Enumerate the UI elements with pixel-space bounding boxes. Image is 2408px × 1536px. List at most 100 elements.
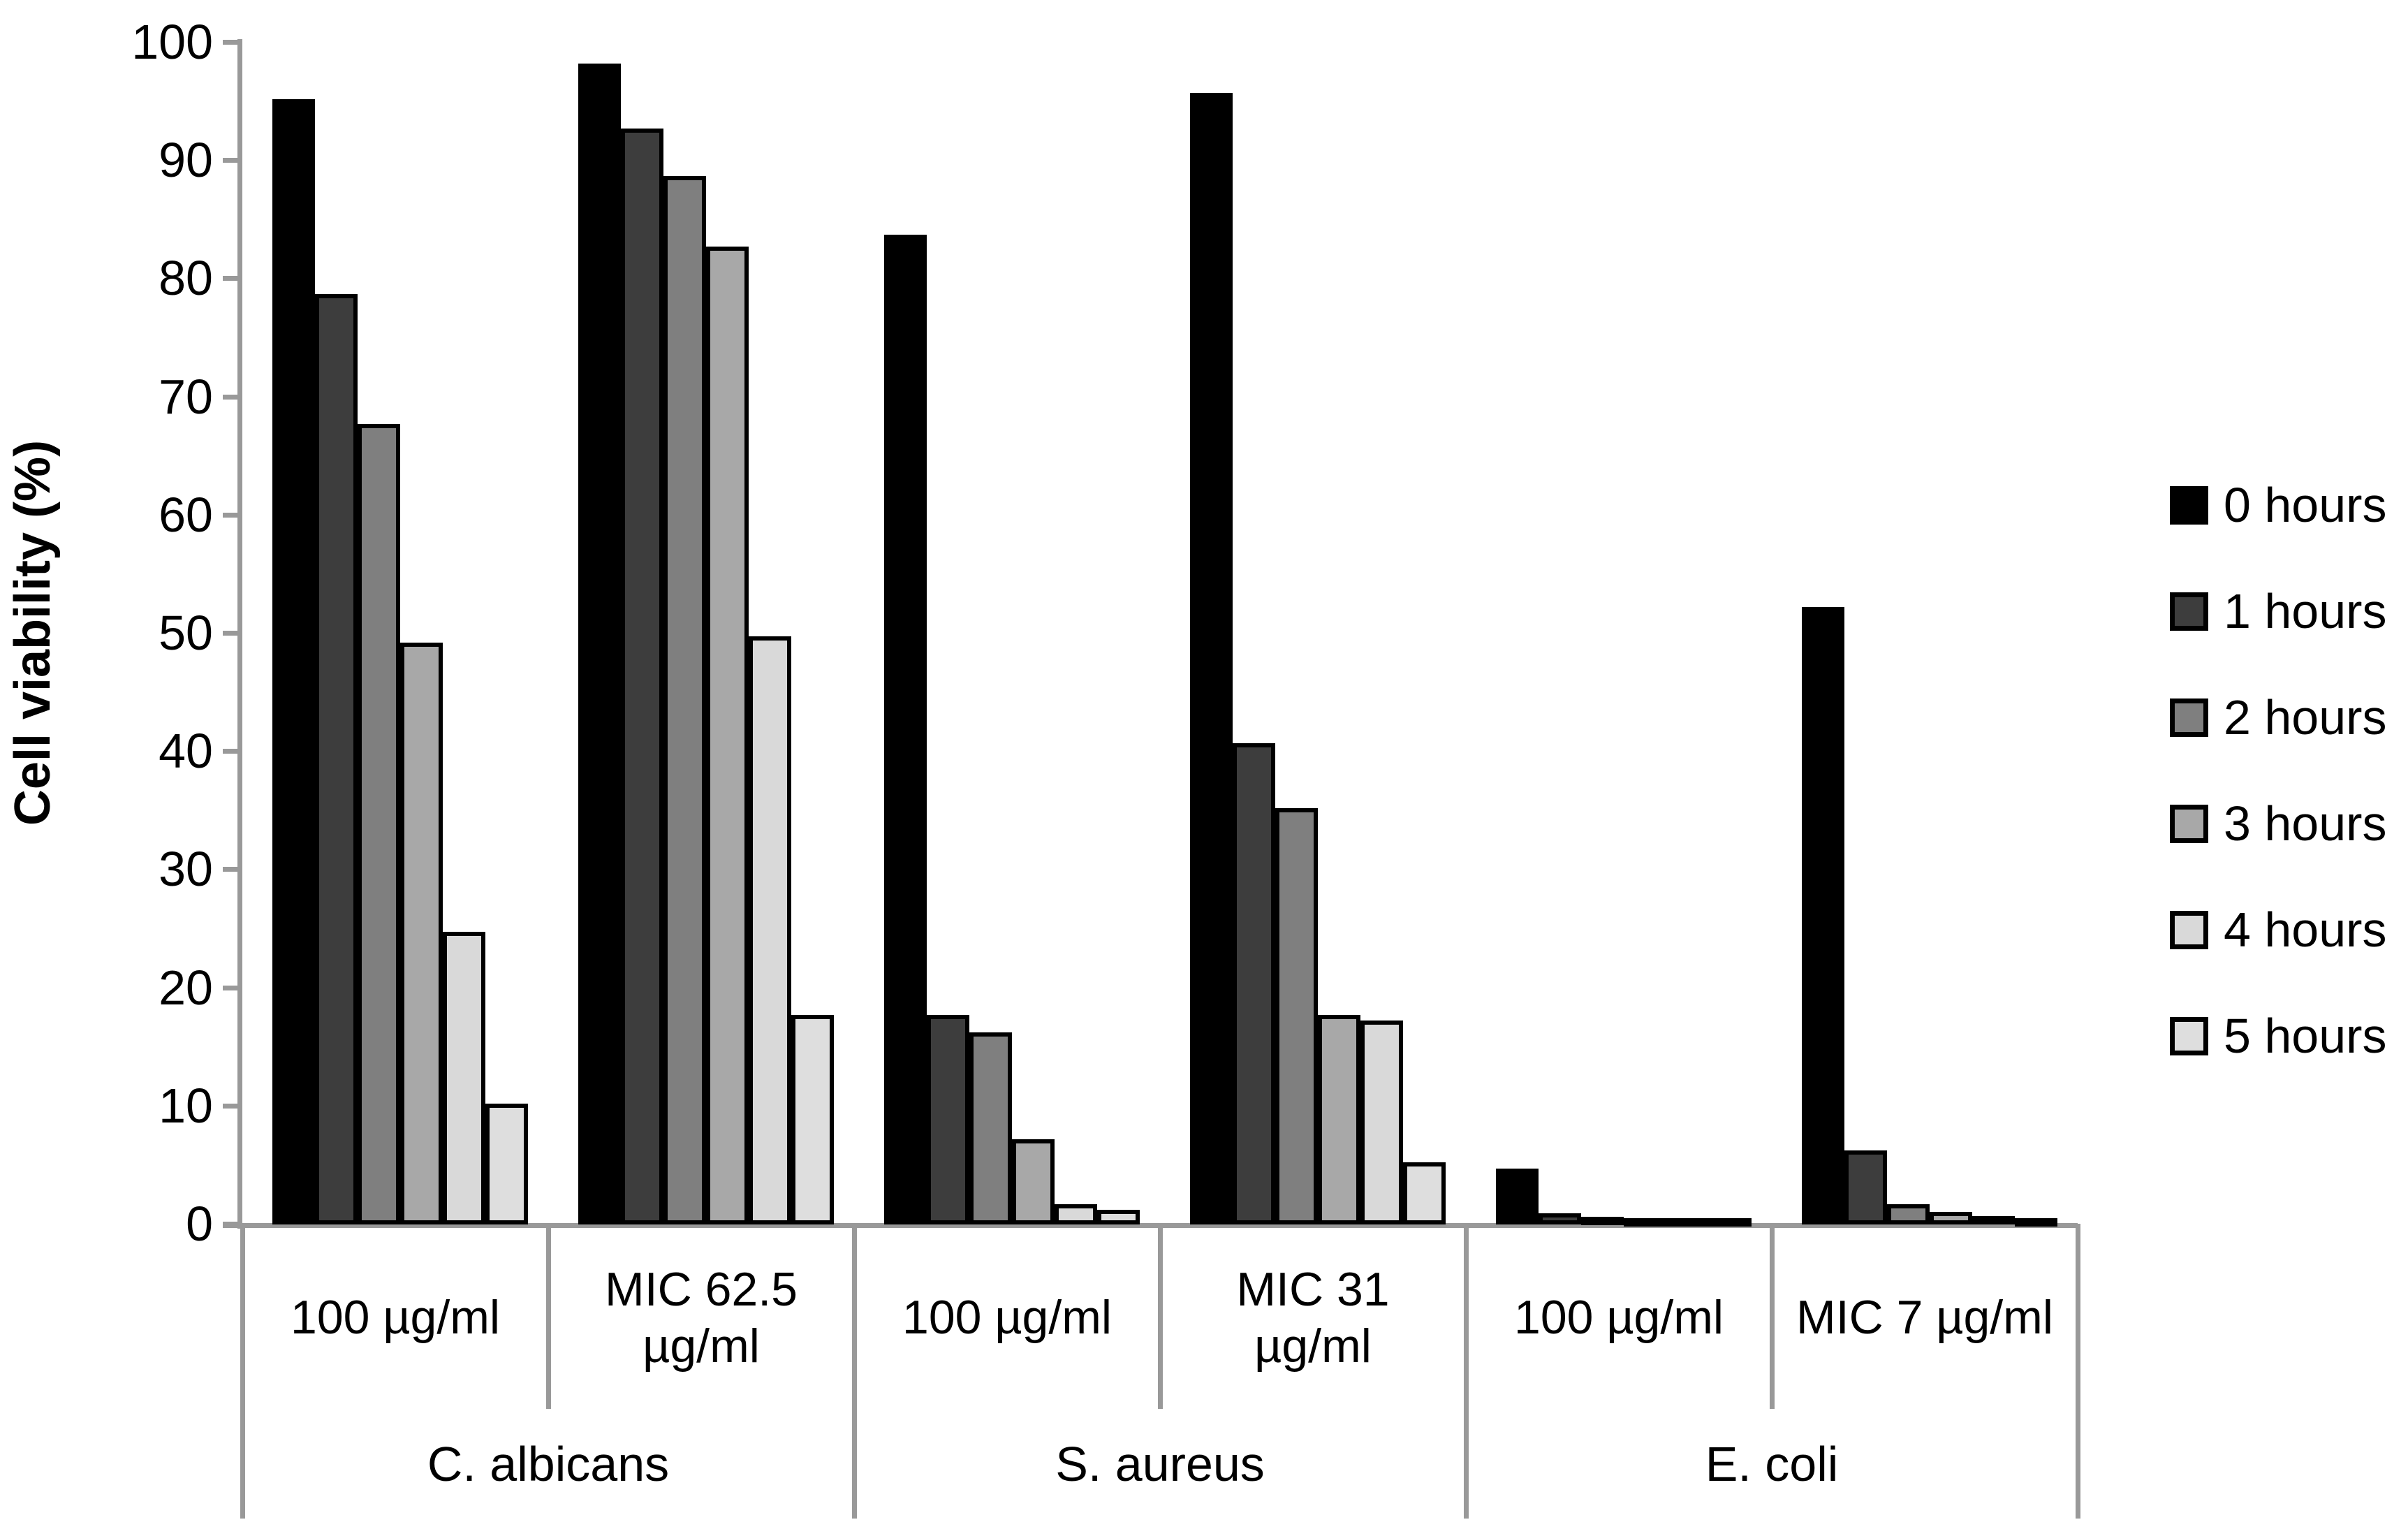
concentration-separator xyxy=(1158,1224,1163,1409)
y-tick-label: 70 xyxy=(159,369,213,424)
y-tick-label: 40 xyxy=(159,724,213,779)
legend-label: 4 hours xyxy=(2224,902,2387,957)
legend-item: 4 hours xyxy=(2170,905,2386,954)
concentration-label: 100 µg/ml xyxy=(902,1291,1112,1345)
bar xyxy=(1496,1169,1539,1224)
organism-separator xyxy=(240,1224,245,1519)
bar xyxy=(400,643,443,1224)
concentration-label-cell: MIC 31 µg/ml xyxy=(1160,1229,1466,1406)
bar xyxy=(1097,1210,1140,1224)
legend-label: 3 hours xyxy=(2224,796,2387,851)
legend-item: 3 hours xyxy=(2170,799,2386,848)
bar xyxy=(749,636,791,1224)
bar xyxy=(1190,93,1233,1224)
y-tick-mark xyxy=(223,867,242,872)
bar xyxy=(272,99,315,1224)
y-tick-mark xyxy=(223,276,242,281)
y-tick-label: 100 xyxy=(131,15,213,69)
x-axis-line xyxy=(223,1223,2078,1228)
concentration-label: MIC 7 µg/ml xyxy=(1796,1291,2053,1345)
legend-item: 2 hours xyxy=(2170,693,2386,742)
bar xyxy=(1275,808,1318,1224)
bar xyxy=(1709,1218,1752,1227)
legend-swatch xyxy=(2170,804,2208,843)
legend-swatch xyxy=(2170,698,2208,737)
organism-label: S. aureus xyxy=(1055,1436,1265,1491)
concentration-label: MIC 31 µg/ml xyxy=(1236,1263,1390,1373)
bar xyxy=(1624,1218,1666,1227)
bar xyxy=(884,235,927,1224)
concentration-label-cell: 100 µg/ml xyxy=(854,1229,1160,1406)
legend-label: 0 hours xyxy=(2224,478,2387,532)
concentration-label: 100 µg/ml xyxy=(1514,1291,1724,1345)
bar xyxy=(1666,1218,1709,1227)
bar xyxy=(969,1032,1012,1224)
y-tick-label: 10 xyxy=(159,1078,213,1133)
organism-label: C. albicans xyxy=(427,1436,670,1491)
legend-label: 2 hours xyxy=(2224,690,2387,745)
bar xyxy=(1012,1139,1055,1224)
y-tick-mark xyxy=(223,985,242,990)
organism-separator xyxy=(1464,1224,1469,1519)
y-tick-label: 20 xyxy=(159,960,213,1015)
concentration-label-cell: MIC 62.5 µg/ml xyxy=(548,1229,854,1406)
legend-swatch xyxy=(2170,910,2208,949)
legend-label: 1 hours xyxy=(2224,584,2387,638)
y-axis-line xyxy=(237,39,242,1229)
legend-swatch xyxy=(2170,1016,2208,1055)
legend-item: 1 hours xyxy=(2170,587,2386,636)
organism-label-cell: S. aureus xyxy=(854,1409,1466,1519)
y-tick-mark xyxy=(223,394,242,400)
organism-label: E. coli xyxy=(1705,1436,1839,1491)
bar xyxy=(621,129,663,1224)
bar xyxy=(358,424,400,1224)
bar xyxy=(1233,743,1275,1224)
bar xyxy=(578,64,621,1224)
legend-label: 5 hours xyxy=(2224,1009,2387,1063)
organism-separator xyxy=(2076,1224,2080,1519)
bar xyxy=(1972,1216,2015,1224)
y-tick-label: 30 xyxy=(159,842,213,897)
concentration-label-cell: MIC 7 µg/ml xyxy=(1772,1229,2078,1406)
bar xyxy=(2015,1218,2057,1227)
bar xyxy=(1844,1150,1887,1224)
y-tick-mark xyxy=(223,1103,242,1109)
y-tick-mark xyxy=(223,631,242,636)
bar xyxy=(1930,1212,1972,1224)
y-tick-mark xyxy=(223,40,242,45)
y-tick-mark xyxy=(223,158,242,163)
bar xyxy=(1581,1217,1624,1225)
bar xyxy=(1887,1204,1930,1224)
organism-label-cell: E. coli xyxy=(1466,1409,2078,1519)
y-tick-mark xyxy=(223,512,242,518)
y-tick-label: 50 xyxy=(159,606,213,660)
bar xyxy=(443,932,485,1224)
bar xyxy=(791,1015,834,1224)
legend-swatch xyxy=(2170,592,2208,631)
bar xyxy=(927,1015,969,1224)
concentration-label-cell: 100 µg/ml xyxy=(1466,1229,1772,1406)
bar xyxy=(1055,1204,1097,1224)
organism-separator xyxy=(852,1224,857,1519)
concentration-label: 100 µg/ml xyxy=(291,1291,500,1345)
legend-item: 5 hours xyxy=(2170,1011,2386,1060)
concentration-label-cell: 100 µg/ml xyxy=(242,1229,548,1406)
concentration-separator xyxy=(546,1224,551,1409)
bar xyxy=(1403,1162,1446,1224)
y-tick-label: 90 xyxy=(159,133,213,188)
bar xyxy=(706,247,749,1224)
legend-swatch xyxy=(2170,485,2208,525)
y-tick-label: 80 xyxy=(159,251,213,306)
organism-label-cell: C. albicans xyxy=(242,1409,854,1519)
bar xyxy=(315,294,358,1224)
bar xyxy=(1318,1015,1360,1224)
bar xyxy=(663,176,706,1224)
y-tick-label: 60 xyxy=(159,487,213,542)
y-tick-mark xyxy=(223,749,242,754)
concentration-label: MIC 62.5 µg/ml xyxy=(605,1263,798,1373)
y-tick-label: 0 xyxy=(186,1197,213,1251)
concentration-separator xyxy=(1770,1224,1775,1409)
bar xyxy=(1360,1021,1403,1224)
bar xyxy=(485,1104,528,1224)
